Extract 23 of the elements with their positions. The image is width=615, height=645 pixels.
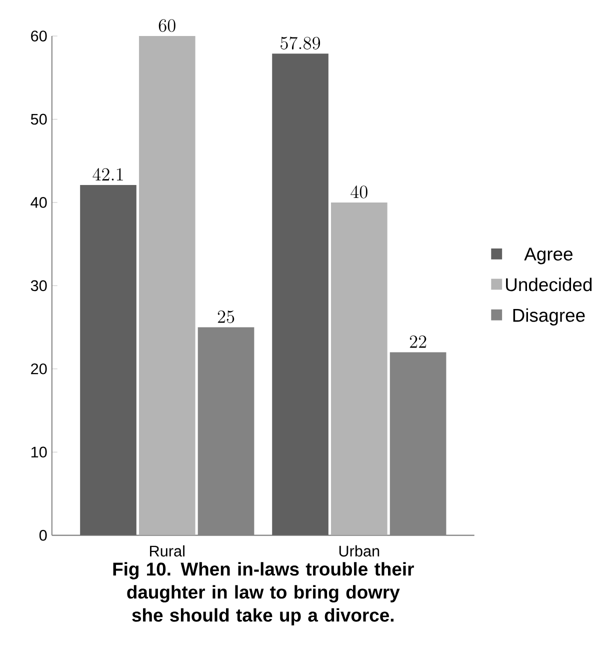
legend-label: Disagree <box>514 308 585 326</box>
y-tick-label: 30 <box>31 280 48 292</box>
data-label: 22 <box>410 335 426 348</box>
y-tick-label: 20 <box>31 363 48 374</box>
bar <box>139 36 196 536</box>
bar <box>272 54 329 536</box>
x-tick-label: Urban <box>340 545 380 557</box>
data-label: 25 <box>218 310 234 324</box>
data-label: 40 <box>350 185 368 198</box>
y-tick-label: 0 <box>40 530 48 541</box>
y-tick-label: 40 <box>30 197 48 208</box>
y-tick-label: 50 <box>31 114 48 125</box>
legend-label: Agree <box>524 248 573 264</box>
text: Fig 10. When in-laws trouble their daughter in law to bring dowry she should take up a divorce. <box>114 562 414 626</box>
data-label: 60 <box>159 19 176 32</box>
data-label: 57.89 <box>280 36 320 50</box>
legend-label: Undecided <box>506 278 592 292</box>
x-tick-label: Rural <box>150 545 185 557</box>
y-tick-label: 10 <box>32 446 48 458</box>
y-tick-label: 60 <box>31 30 48 42</box>
bar <box>80 184 137 536</box>
data-label: 42. 1 <box>92 168 124 180</box>
bar <box>331 202 388 536</box>
